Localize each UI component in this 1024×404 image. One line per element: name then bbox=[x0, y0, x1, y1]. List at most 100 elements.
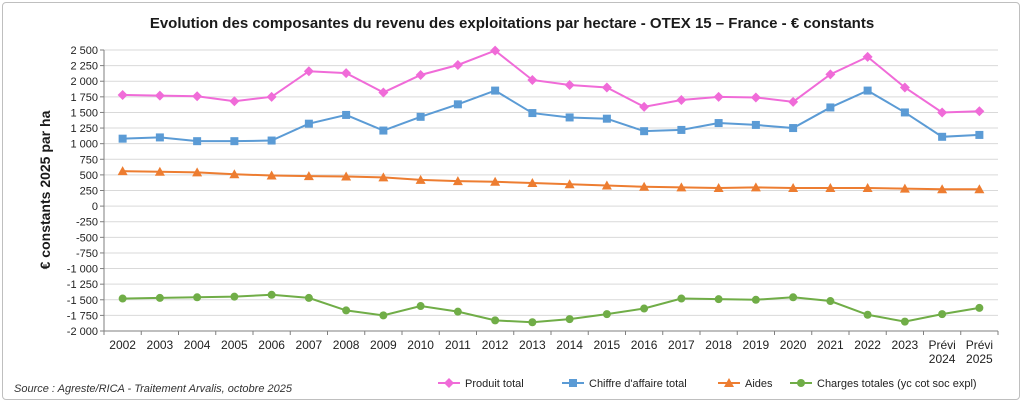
x-tick-label: 2010 bbox=[407, 338, 434, 352]
y-tick-label: 1 250 bbox=[70, 123, 98, 135]
data-point bbox=[490, 176, 501, 186]
data-point bbox=[565, 315, 574, 324]
series-4 bbox=[118, 290, 984, 327]
data-point bbox=[342, 110, 351, 119]
data-point bbox=[528, 109, 537, 118]
data-point bbox=[154, 90, 165, 101]
legend-entry: Produit total bbox=[438, 378, 524, 390]
y-tick-label: 2 250 bbox=[70, 61, 98, 73]
data-point bbox=[899, 183, 910, 193]
data-point bbox=[750, 182, 761, 192]
source-note: Source : Agreste/RICA - Traitement Arval… bbox=[14, 383, 293, 395]
data-point bbox=[453, 100, 462, 109]
y-tick-label: -1 500 bbox=[67, 295, 98, 307]
data-point bbox=[229, 169, 240, 179]
data-point bbox=[564, 79, 575, 90]
chart-frame bbox=[2, 2, 1020, 400]
data-point bbox=[640, 127, 649, 136]
data-point bbox=[192, 91, 203, 102]
x-tick-label: 2022 bbox=[854, 338, 881, 352]
data-point bbox=[267, 136, 276, 145]
data-point bbox=[862, 51, 873, 62]
series-3 bbox=[117, 166, 985, 194]
data-point bbox=[266, 91, 277, 102]
series-1 bbox=[117, 45, 985, 118]
series-line bbox=[122, 170, 980, 191]
legend-entry: Charges totales (yc cot soc expl) bbox=[790, 378, 977, 390]
data-point bbox=[676, 182, 687, 192]
data-point bbox=[154, 166, 165, 176]
x-tick-label: 2009 bbox=[370, 338, 397, 352]
axes: 2 500 2 250 2 000 1 750 1 500 1 250 1 000 750 50… bbox=[67, 45, 999, 366]
y-tick-label: -1 250 bbox=[67, 279, 98, 291]
legend-label: Aides bbox=[745, 378, 773, 390]
data-point bbox=[117, 89, 128, 100]
x-tick-label: 2014 bbox=[556, 338, 583, 352]
data-point bbox=[937, 184, 948, 194]
x-tick-label: 2002 bbox=[109, 338, 136, 352]
data-point bbox=[267, 290, 276, 299]
series-layer bbox=[117, 45, 985, 327]
data-point bbox=[900, 317, 909, 326]
data-point bbox=[825, 183, 836, 193]
data-point bbox=[491, 86, 500, 95]
data-point bbox=[304, 119, 313, 128]
data-point bbox=[788, 96, 799, 107]
data-point bbox=[938, 310, 947, 319]
y-tick-label: -750 bbox=[76, 248, 98, 260]
data-point bbox=[378, 172, 389, 182]
x-tick-label: 2003 bbox=[147, 338, 174, 352]
data-point bbox=[713, 183, 724, 193]
data-point bbox=[601, 82, 612, 93]
data-point bbox=[415, 69, 426, 80]
y-axis-label: € constants 2025 par ha bbox=[37, 110, 53, 269]
data-point bbox=[826, 297, 835, 306]
data-point bbox=[452, 176, 463, 186]
data-point bbox=[341, 171, 352, 181]
series-line bbox=[122, 293, 980, 324]
legend-marker bbox=[444, 378, 454, 388]
series-2 bbox=[118, 86, 984, 146]
data-point bbox=[601, 180, 612, 190]
x-tick-label: 2011 bbox=[445, 338, 471, 352]
data-point bbox=[527, 178, 538, 188]
y-tick-label: -2 000 bbox=[67, 326, 98, 338]
data-point bbox=[564, 179, 575, 189]
data-point bbox=[118, 134, 127, 143]
legend-label: Chiffre d'affaire total bbox=[589, 378, 687, 390]
data-point bbox=[974, 106, 985, 117]
legend-entry: Chiffre d'affaire total bbox=[562, 378, 687, 390]
data-point bbox=[938, 132, 947, 141]
y-tick-label: 500 bbox=[80, 170, 98, 182]
x-tick-label: 2020 bbox=[780, 338, 807, 352]
data-point bbox=[416, 112, 425, 121]
y-tick-label: 750 bbox=[80, 154, 98, 166]
data-point bbox=[378, 87, 389, 98]
y-tick-label: -1 000 bbox=[67, 264, 98, 276]
legend-label: Produit total bbox=[465, 378, 524, 390]
y-tick-label: -250 bbox=[76, 217, 98, 229]
x-tick-label: 2005 bbox=[221, 338, 248, 352]
data-point bbox=[452, 59, 463, 70]
data-point bbox=[528, 318, 537, 327]
data-point bbox=[751, 120, 760, 129]
data-point bbox=[862, 183, 873, 193]
data-point bbox=[303, 66, 314, 77]
x-tick-label: 2012 bbox=[482, 338, 509, 352]
x-tick-label: Prévi 2024 bbox=[928, 338, 955, 366]
data-point bbox=[266, 170, 277, 180]
data-point bbox=[789, 124, 798, 133]
data-point bbox=[640, 304, 649, 313]
data-point bbox=[750, 92, 761, 103]
data-point bbox=[379, 126, 388, 135]
x-tick-label: 2015 bbox=[594, 338, 621, 352]
data-point bbox=[826, 103, 835, 112]
data-point bbox=[527, 74, 538, 85]
x-tick-label: 2017 bbox=[668, 338, 695, 352]
data-point bbox=[789, 293, 798, 302]
data-point bbox=[639, 101, 650, 112]
y-tick-label: -500 bbox=[76, 232, 98, 244]
data-point bbox=[304, 293, 313, 302]
data-point bbox=[639, 181, 650, 191]
